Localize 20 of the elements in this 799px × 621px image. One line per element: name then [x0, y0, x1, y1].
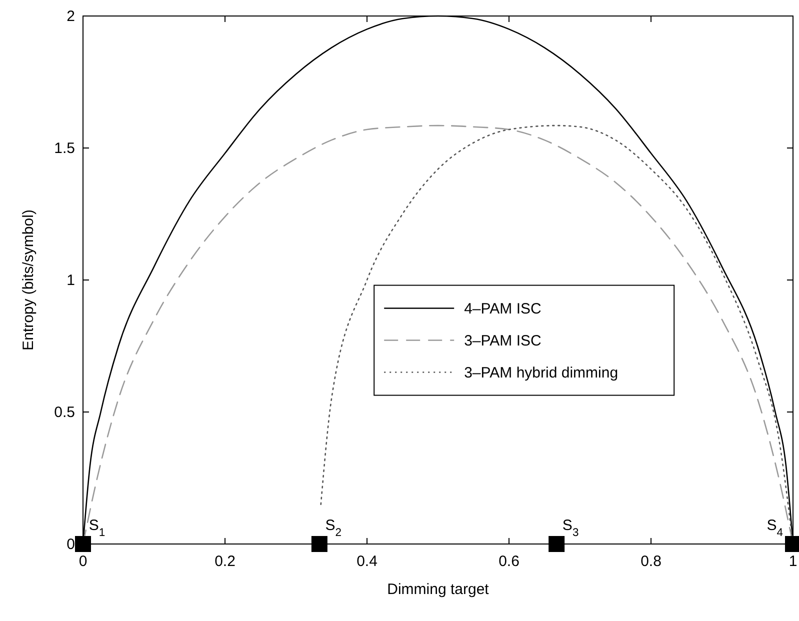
- x-tick-label: 0.4: [356, 553, 378, 570]
- x-tick-label: 0.6: [498, 553, 520, 570]
- y-tick-label: 1: [66, 272, 75, 289]
- x-tick-label: 0: [78, 553, 88, 570]
- y-axis-title: Entropy (bits/symbol): [20, 210, 37, 350]
- annotation: S$_{2}$: [325, 517, 342, 539]
- y-tick-label: 1.5: [54, 140, 75, 157]
- x-tick-label: 0.2: [214, 553, 236, 570]
- legend-label: 3–PAM hybrid dimming: [464, 364, 618, 382]
- x-tick-label: 1: [788, 553, 798, 570]
- y-tick-label: 0: [66, 536, 75, 553]
- y-tick-label: 2: [66, 8, 75, 25]
- annotation: S$_{3}$: [562, 517, 579, 539]
- annotation: S$_{4}$: [766, 517, 783, 539]
- annotation: S$_{1}$: [88, 517, 106, 539]
- x-tick-label: 0.8: [640, 553, 662, 570]
- legend-label: 4–PAM ISC: [464, 300, 542, 318]
- legend-label: 3–PAM ISC: [464, 332, 542, 350]
- x-axis-title: Dimming target: [387, 581, 490, 598]
- y-tick-label: 0.5: [54, 404, 75, 421]
